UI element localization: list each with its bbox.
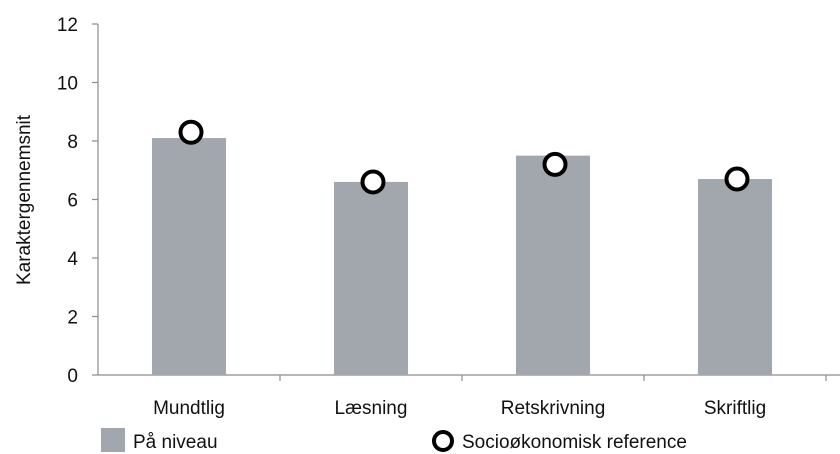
bar [698,179,772,375]
legend-marker-reference [432,430,454,452]
bar-series [152,138,772,375]
bar [516,155,590,375]
legend-label-bars: På niveau [133,432,218,453]
x-axis: Mundtlig Læsning Retskrivning Skriftlig [98,374,840,419]
x-tick-label: Skriftlig [704,398,766,419]
legend: På niveau Socioøkonomisk reference [101,428,687,453]
legend-swatch-bars [101,428,125,452]
x-tick-label: Læsning [335,398,408,419]
reference-marker [178,119,204,145]
y-axis-title: Karaktergennemsnit [14,114,35,285]
x-tick-label: Retskrivning [501,398,606,419]
y-tick-label: 4 [67,249,78,270]
y-tick-label: 2 [67,308,78,329]
legend-label-reference: Socioøkonomisk reference [462,432,687,453]
y-tick-label: 10 [57,74,78,95]
y-tick-label: 0 [67,366,78,387]
bar [334,181,408,375]
y-tick-label: 12 [57,15,78,36]
reference-marker-series [178,119,750,195]
bar [152,138,226,375]
reference-marker [360,169,386,195]
x-tick-label: Mundtlig [153,398,225,419]
y-tick-label: 6 [67,191,78,212]
y-tick-label: 8 [67,132,78,153]
reference-marker [542,151,568,177]
reference-marker [724,166,750,192]
y-axis: 0 2 4 6 8 10 12 [57,15,99,387]
